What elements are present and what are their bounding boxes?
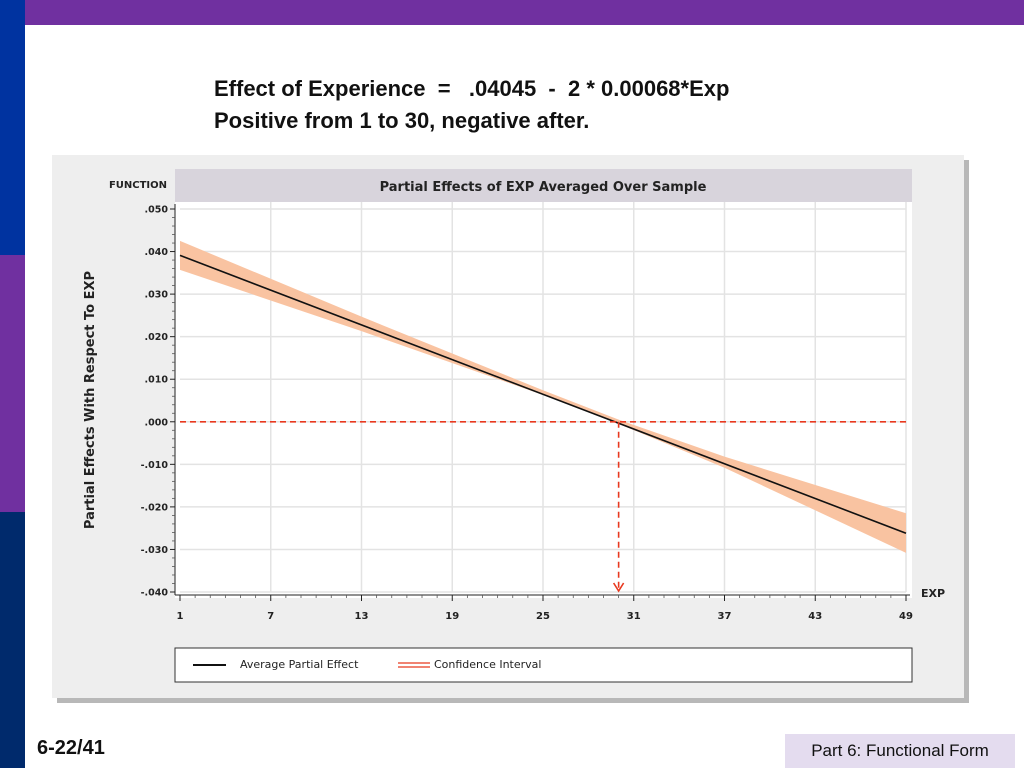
x-tick-label: 31 xyxy=(627,611,641,622)
figure-panel: Partial Effects of EXP Averaged Over Sam… xyxy=(52,155,964,698)
slide-number: 6-22/41 xyxy=(37,737,105,759)
left-bar-navy-segment xyxy=(0,512,25,768)
legend-label-average-partial-effect: Average Partial Effect xyxy=(240,658,359,671)
y-axis-title: Partial Effects With Respect To EXP xyxy=(83,271,98,529)
y-tick-label: .020 xyxy=(145,332,169,343)
partial-effects-chart: Partial Effects of EXP Averaged Over Sam… xyxy=(83,169,945,683)
y-tick-label: -.030 xyxy=(141,545,169,556)
series-layer xyxy=(179,254,907,534)
x-tick-label: 25 xyxy=(536,611,550,622)
slide-heading-note: Positive from 1 to 30, negative after. xyxy=(214,108,590,133)
y-tick-label: .050 xyxy=(145,205,169,216)
x-axis-title: EXP xyxy=(921,587,945,600)
y-tick-label: .040 xyxy=(145,247,169,258)
footer-section-label: Part 6: Functional Form xyxy=(785,734,1015,768)
x-tick-label: 37 xyxy=(718,611,732,622)
x-tick-label: 7 xyxy=(267,611,274,622)
y-tick-label: .030 xyxy=(145,290,169,301)
function-label: FUNCTION xyxy=(109,180,167,191)
y-tick-label: .000 xyxy=(145,417,169,428)
legend-box xyxy=(174,647,913,683)
average-partial-effect-line xyxy=(179,254,907,534)
left-bar-purple-segment xyxy=(0,255,25,512)
y-tick-label: -.010 xyxy=(141,460,169,471)
axes: .050 .040 .030 .020 .010 .000 -.010 -.020 -.030 -… xyxy=(141,204,913,622)
x-tick-label: 49 xyxy=(899,611,913,622)
slide-heading-formula: Effect of Experience = .04045 - 2 * 0.00… xyxy=(214,76,730,101)
top-accent-bar xyxy=(0,0,1024,25)
legend-label-confidence-interval: Confidence Interval xyxy=(434,658,541,671)
chart-title-bar xyxy=(175,169,912,202)
chart-title: Partial Effects of EXP Averaged Over Sam… xyxy=(380,180,707,195)
x-tick-label: 1 xyxy=(177,611,184,622)
x-tick-label: 13 xyxy=(355,611,369,622)
y-tick-label: -.040 xyxy=(141,588,169,599)
y-tick-label: -.020 xyxy=(141,502,169,513)
x-tick-label: 43 xyxy=(808,611,822,622)
left-bar-blue-segment xyxy=(0,0,25,255)
left-accent-bar xyxy=(0,0,25,768)
reference-lines xyxy=(180,420,906,593)
confidence-interval-band xyxy=(180,240,906,553)
confidence-band-layer xyxy=(180,240,906,553)
y-tick-label: .010 xyxy=(145,375,169,386)
crossing-arrow-head xyxy=(612,582,625,593)
x-tick-label: 19 xyxy=(445,611,459,622)
